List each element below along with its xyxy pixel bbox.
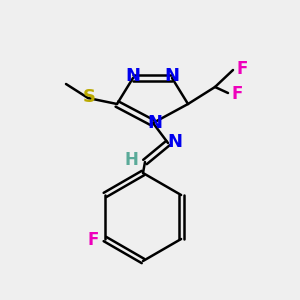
Text: F: F: [231, 85, 243, 103]
Text: F: F: [87, 231, 99, 249]
Text: S: S: [82, 88, 95, 106]
Text: F: F: [236, 60, 248, 78]
Text: N: N: [125, 67, 140, 85]
Text: N: N: [148, 114, 163, 132]
Text: N: N: [164, 67, 179, 85]
Text: N: N: [167, 133, 182, 151]
Text: H: H: [124, 151, 138, 169]
